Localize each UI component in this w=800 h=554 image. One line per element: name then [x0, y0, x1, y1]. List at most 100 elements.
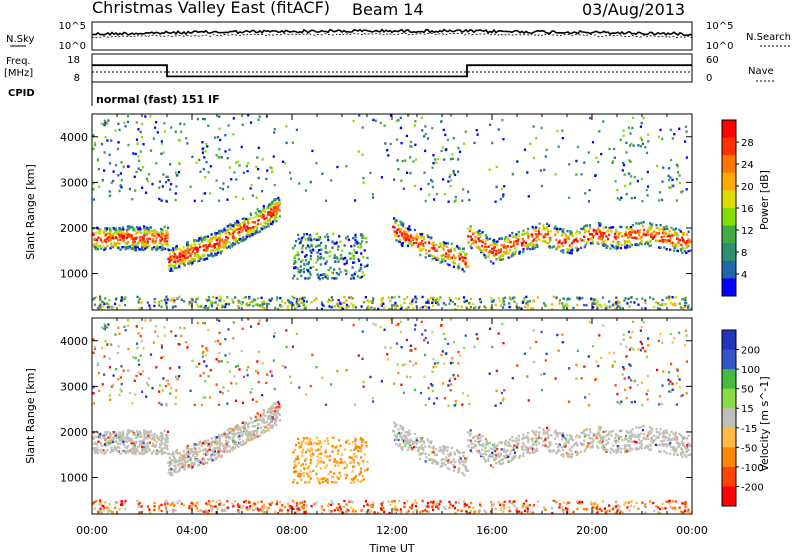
heatmap-cell: [676, 234, 679, 237]
heatmap-cell: [398, 295, 401, 299]
heatmap-cell: [118, 128, 121, 131]
heatmap-cell: [402, 222, 405, 225]
heatmap-cell: [101, 444, 104, 448]
heatmap-cell: [194, 456, 197, 459]
heatmap-cell: [446, 242, 449, 245]
heatmap-cell: [235, 178, 238, 181]
heatmap-cell: [133, 451, 136, 455]
heatmap-cell: [507, 444, 510, 447]
heatmap-cell: [252, 430, 255, 433]
heatmap-cell: [596, 445, 599, 448]
heatmap-cell: [363, 265, 366, 268]
heatmap-cell: [181, 463, 184, 466]
heatmap-cell: [432, 162, 435, 165]
heatmap-cell: [492, 249, 495, 252]
heatmap-cell: [398, 240, 401, 243]
heatmap-cell: [536, 245, 539, 248]
heatmap-cell: [684, 454, 687, 457]
heatmap-cell: [425, 306, 428, 309]
heatmap-cell: [93, 296, 96, 300]
heatmap-cell: [617, 231, 620, 234]
heatmap-cell: [268, 298, 271, 302]
heatmap-cell: [103, 302, 106, 305]
heatmap-cell: [228, 450, 231, 453]
heatmap-cell: [464, 466, 467, 470]
heatmap-cell: [106, 121, 109, 124]
heatmap-cell: [442, 128, 445, 132]
heatmap-cell: [471, 302, 475, 306]
heatmap-cell: [592, 228, 595, 232]
heatmap-cell: [633, 236, 636, 239]
heatmap-cell: [146, 301, 149, 304]
heatmap-cell: [537, 230, 540, 233]
heatmap-cell: [527, 437, 530, 440]
heatmap-cell: [127, 432, 130, 435]
heatmap-cell: [362, 274, 365, 277]
heatmap-cell: [622, 134, 625, 137]
heatmap-cell: [170, 126, 173, 129]
heatmap-cell: [410, 447, 413, 450]
heatmap-cell: [193, 242, 196, 245]
heatmap-cell: [208, 240, 211, 243]
heatmap-cell: [295, 239, 298, 243]
heatmap-cell: [190, 449, 193, 452]
heatmap-cell: [505, 454, 508, 457]
heatmap-cell: [630, 142, 633, 145]
heatmap-cell: [132, 243, 135, 246]
heatmap-cell: [434, 249, 437, 253]
heatmap-cell: [125, 446, 128, 450]
heatmap-cell: [271, 424, 274, 428]
heatmap-cell: [466, 469, 469, 472]
heatmap-cell: [504, 239, 507, 243]
heatmap-cell: [259, 426, 262, 429]
heatmap-cell: [207, 238, 210, 242]
heatmap-cell: [662, 227, 665, 231]
heatmap-cell: [299, 265, 302, 268]
heatmap-cell: [158, 180, 162, 183]
heatmap-cell: [127, 437, 130, 440]
heatmap-cell: [100, 122, 103, 125]
heatmap-cell: [260, 418, 263, 422]
heatmap-cell: [484, 460, 487, 463]
heatmap-cell: [111, 436, 114, 440]
heatmap-cell: [127, 143, 130, 147]
heatmap-cell: [182, 259, 185, 263]
heatmap-cell: [477, 237, 480, 241]
heatmap-cell: [574, 435, 578, 439]
heatmap-cell: [409, 444, 412, 447]
heatmap-cell: [615, 229, 618, 232]
heatmap-cell: [542, 224, 545, 227]
heatmap-cell: [439, 296, 442, 299]
heatmap-cell: [522, 248, 525, 251]
heatmap-cell: [237, 306, 240, 309]
heatmap-cell: [327, 238, 330, 242]
heatmap-cell: [228, 233, 231, 236]
heatmap-cell: [598, 428, 601, 431]
heatmap-cell: [98, 185, 101, 188]
heatmap-cell: [458, 254, 461, 258]
heatmap-cell: [671, 184, 674, 187]
heatmap-cell: [647, 446, 650, 449]
heatmap-cell: [117, 231, 120, 234]
heatmap-cell: [215, 232, 219, 235]
heatmap-cell: [502, 138, 505, 141]
heatmap-cell: [224, 303, 228, 306]
heatmap-cell: [168, 464, 171, 468]
heatmap-cell: [240, 239, 243, 243]
heatmap-cell: [157, 438, 160, 441]
heatmap-cell: [134, 152, 137, 156]
heatmap-cell: [124, 295, 127, 299]
heatmap-cell: [95, 295, 98, 299]
heatmap-cell: [212, 295, 215, 299]
heatmap-cell: [616, 240, 619, 244]
heatmap-cell: [578, 231, 581, 234]
heatmap-cell: [117, 174, 120, 177]
heatmap-cell: [239, 442, 242, 445]
heatmap-cell: [679, 247, 682, 251]
heatmap-cell: [616, 188, 619, 192]
heatmap-cell: [562, 248, 565, 252]
heatmap-cell: [127, 449, 130, 452]
heatmap-cell: [431, 461, 434, 465]
heatmap-cell: [172, 452, 175, 455]
heatmap-cell: [470, 246, 473, 250]
